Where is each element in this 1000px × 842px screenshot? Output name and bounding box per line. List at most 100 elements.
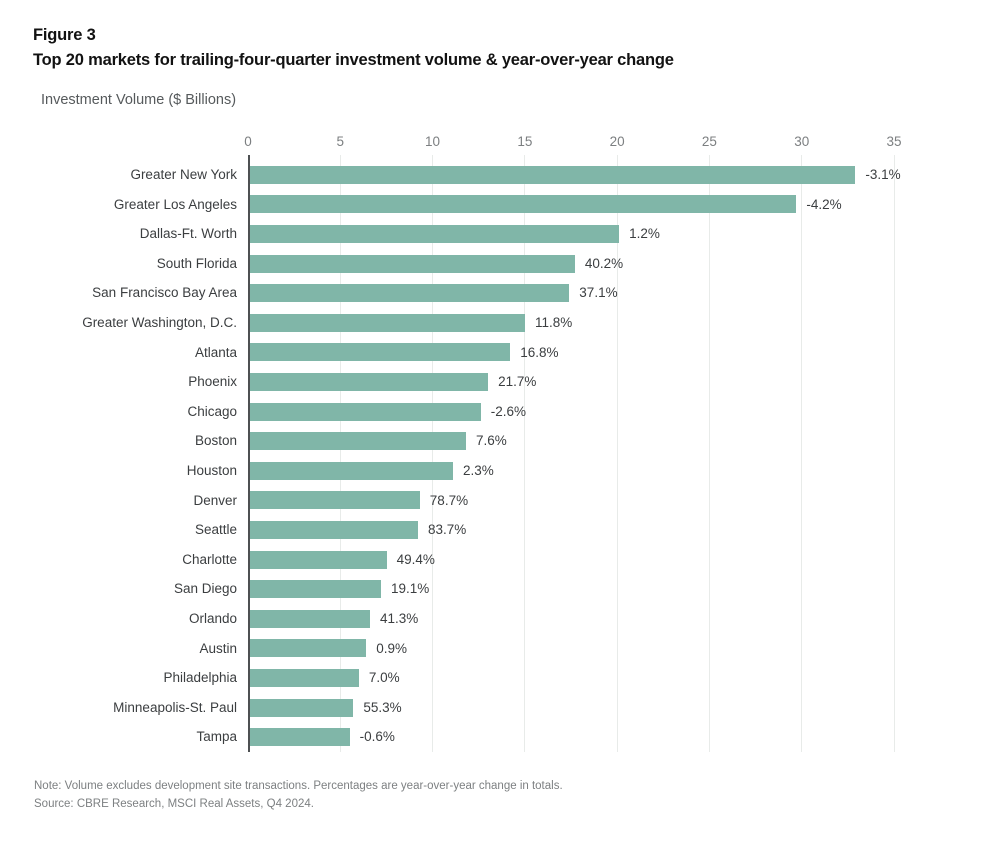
bar-row: -2.6%	[248, 397, 908, 427]
volume-bar	[250, 639, 367, 658]
category-label: South Florida	[156, 255, 237, 271]
category-label: San Francisco Bay Area	[92, 285, 237, 301]
volume-bar	[250, 165, 856, 184]
x-tick-label-15: 15	[517, 134, 533, 149]
volume-bar	[250, 313, 525, 332]
volume-bar	[250, 284, 570, 303]
category-label: Houston	[186, 463, 237, 478]
yoy-change-label: 55.3%	[363, 699, 402, 715]
x-tick-label-20: 20	[609, 134, 625, 149]
category-label: Dallas-Ft. Worth	[139, 226, 237, 242]
gridline-15	[524, 155, 526, 752]
bar-row: 21.7%	[248, 367, 908, 397]
category-label: Tampa	[196, 729, 237, 745]
category-label: San Diego	[173, 581, 237, 597]
category-labels: Greater New York Greater Los Angeles Dalla…	[0, 155, 237, 752]
yoy-change-label: 83.7%	[427, 522, 467, 538]
bar-row: 41.3%	[248, 604, 908, 634]
yoy-change-label: -4.2%	[806, 196, 842, 212]
bar-row: -0.6%	[248, 722, 908, 752]
volume-bar	[250, 491, 420, 510]
x-tick-label-35: 35	[886, 134, 902, 149]
yoy-change-label: 7.0%	[368, 670, 400, 686]
volume-bar	[250, 728, 350, 747]
bar-row: 16.8%	[248, 338, 908, 368]
bar-row: 1.2%	[248, 219, 908, 249]
yoy-change-label: 40.2%	[584, 255, 624, 271]
yoy-change-label: 19.1%	[391, 581, 430, 597]
x-tick-label-5: 5	[336, 134, 345, 149]
volume-bar	[250, 668, 359, 687]
gridline-5	[339, 155, 341, 752]
yoy-change-label: -3.1%	[865, 167, 901, 182]
category-label: Greater New York	[130, 167, 237, 182]
gridline-30	[801, 155, 803, 752]
category-label: Denver	[193, 492, 237, 508]
gridline-20	[616, 155, 618, 752]
bar-row: 55.3%	[248, 693, 908, 723]
category-label: Orlando	[188, 611, 237, 626]
volume-bar	[250, 698, 354, 717]
yoy-change-label: 0.9%	[376, 640, 408, 656]
bar-row: -3.1%	[248, 160, 908, 190]
category-label: Greater Washington, D.C.	[82, 315, 237, 330]
yoy-change-label: -2.6%	[490, 403, 526, 419]
bar-row: -4.2%	[248, 190, 908, 220]
bar-row: 2.3%	[248, 456, 908, 486]
bar-row: 40.2%	[248, 249, 908, 279]
x-tick-label-0: 0	[244, 134, 252, 149]
bar-row: 37.1%	[248, 278, 908, 308]
yoy-change-label: 78.7%	[429, 492, 469, 508]
volume-bar	[250, 343, 511, 362]
x-tick-label-30: 30	[794, 134, 810, 149]
yoy-change-label: 1.2%	[629, 226, 660, 242]
volume-bar	[250, 224, 620, 243]
category-label: Boston	[194, 433, 237, 449]
yoy-change-label: 2.3%	[463, 463, 494, 478]
yoy-change-label: 7.6%	[475, 433, 507, 449]
yoy-change-label: 49.4%	[396, 551, 435, 567]
yoy-change-label: 11.8%	[535, 315, 573, 330]
bar-row: 7.0%	[248, 663, 908, 693]
bar-row: 49.4%	[248, 545, 908, 575]
gridline-25	[708, 155, 710, 752]
yoy-change-label: -0.6%	[359, 729, 395, 745]
volume-bar	[250, 372, 489, 391]
figure-title: Top 20 markets for trailing-four-quarter…	[33, 51, 674, 69]
category-label: Phoenix	[188, 374, 237, 390]
category-label: Minneapolis-St. Paul	[113, 699, 237, 715]
volume-bar	[250, 550, 387, 569]
x-axis-ticks: 0 5 10 15 20 25 30 35	[244, 134, 908, 152]
category-label: Greater Los Angeles	[113, 196, 237, 212]
footer-source: Source: CBRE Research, MSCI Real Assets,…	[34, 798, 314, 810]
volume-bar	[250, 254, 575, 273]
category-label: Atlanta	[194, 344, 237, 360]
volume-bar	[250, 195, 797, 214]
bar-row: 11.8%	[248, 308, 908, 338]
footer-note: Note: Volume excludes development site t…	[34, 780, 563, 792]
plot-area: -3.1% -4.2% 1.2% 40.2% 37.1% 11.8% 16.8% 21.7% -…	[248, 155, 908, 752]
bar-row: 19.1%	[248, 574, 908, 604]
gridline-10	[432, 155, 434, 752]
x-tick-label-10: 10	[425, 134, 441, 149]
yoy-change-label: 37.1%	[579, 285, 618, 301]
x-axis-title: Investment Volume ($ Billions)	[41, 92, 237, 108]
bar-row: 78.7%	[248, 486, 908, 516]
bar-row: 7.6%	[248, 426, 908, 456]
figure-label: Figure 3	[33, 26, 96, 44]
yoy-change-label: 41.3%	[379, 611, 419, 626]
gridline-35	[893, 155, 895, 752]
volume-bar	[250, 402, 481, 421]
yoy-change-label: 21.7%	[498, 374, 537, 390]
volume-bar	[250, 580, 382, 599]
bar-row: 0.9%	[248, 634, 908, 664]
y-axis-line	[248, 155, 250, 752]
yoy-change-label: 16.8%	[520, 344, 559, 360]
x-tick-label-25: 25	[701, 134, 717, 149]
volume-bar	[250, 432, 466, 451]
category-label: Austin	[199, 640, 237, 656]
category-label: Seattle	[194, 522, 237, 538]
volume-bar	[250, 461, 454, 480]
category-label: Chicago	[187, 403, 237, 419]
